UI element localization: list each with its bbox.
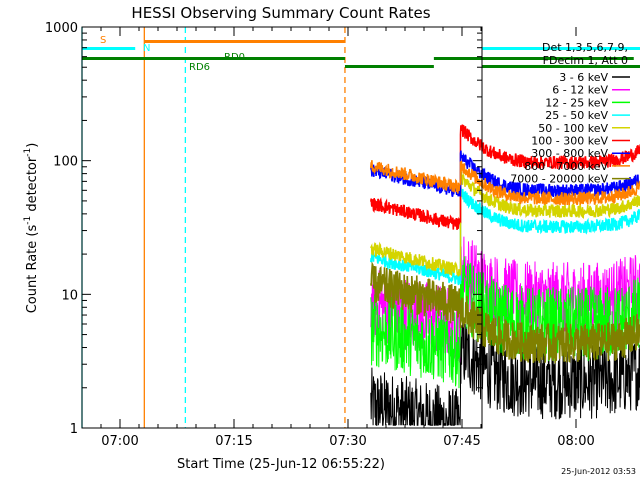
legend-label-s8: 800 - 7000 keV [524,160,608,173]
x-tick-label: 07:45 [443,434,480,449]
night-label: N [143,43,150,54]
series-line-s8 [370,160,640,206]
legend-label-s1: 3 - 6 keV [559,71,608,84]
x-tick-label: 07:00 [101,434,138,449]
legend-label-s3: 12 - 25 keV [545,96,608,109]
footer-timestamp: 25-Jun-2012 03:53 [561,467,636,476]
series-line-s1 [370,316,640,426]
legend: Det 1,3,5,6,7,9, FDecim 1, Att 0 3 - 6 k… [510,41,630,186]
y-axis-label: Count Rate (s-1 detector-1) [23,143,40,314]
legend-label-s2: 6 - 12 keV [552,84,608,97]
x-tick-label: 07:30 [329,434,366,449]
legend-label-s7: 300 - 800 keV [531,147,608,160]
x-tick-label: 07:15 [215,434,252,449]
y-tick-label: 10 [61,288,78,303]
x-tick-label: 08:00 [557,434,594,449]
series-line-s6 [370,124,640,230]
y-tick-label: 1 [70,422,78,437]
legend-label-s4: 25 - 50 keV [545,109,608,122]
y-axis: 1 10 100 1000 [45,21,482,437]
legend-label-s6: 100 - 300 keV [531,135,608,148]
legend-header-decimation: FDecim 1, Att 0 [543,54,628,67]
series-line-s5 [370,171,640,277]
series-line-s9 [370,261,640,364]
rd0-label: RD0 [224,52,245,63]
state-bars: S N RD0 RD6 [82,35,640,73]
chart-title: HESSI Observing Summary Count Rates [131,4,430,22]
legend-label-s9: 7000 - 20000 keV [510,173,608,186]
legend-header-detectors: Det 1,3,5,6,7,9, [542,41,628,54]
sun-label: S [100,35,106,46]
y-tick-label: 100 [53,155,78,170]
series-line-s3 [370,256,640,389]
y-tick-label: 1000 [45,21,78,36]
x-axis-label: Start Time (25-Jun-12 06:55:22) [177,457,385,472]
series-layer [370,124,640,426]
plot-frame [81,26,483,429]
rd6-label: RD6 [189,62,210,73]
legend-label-s5: 50 - 100 keV [538,122,608,135]
